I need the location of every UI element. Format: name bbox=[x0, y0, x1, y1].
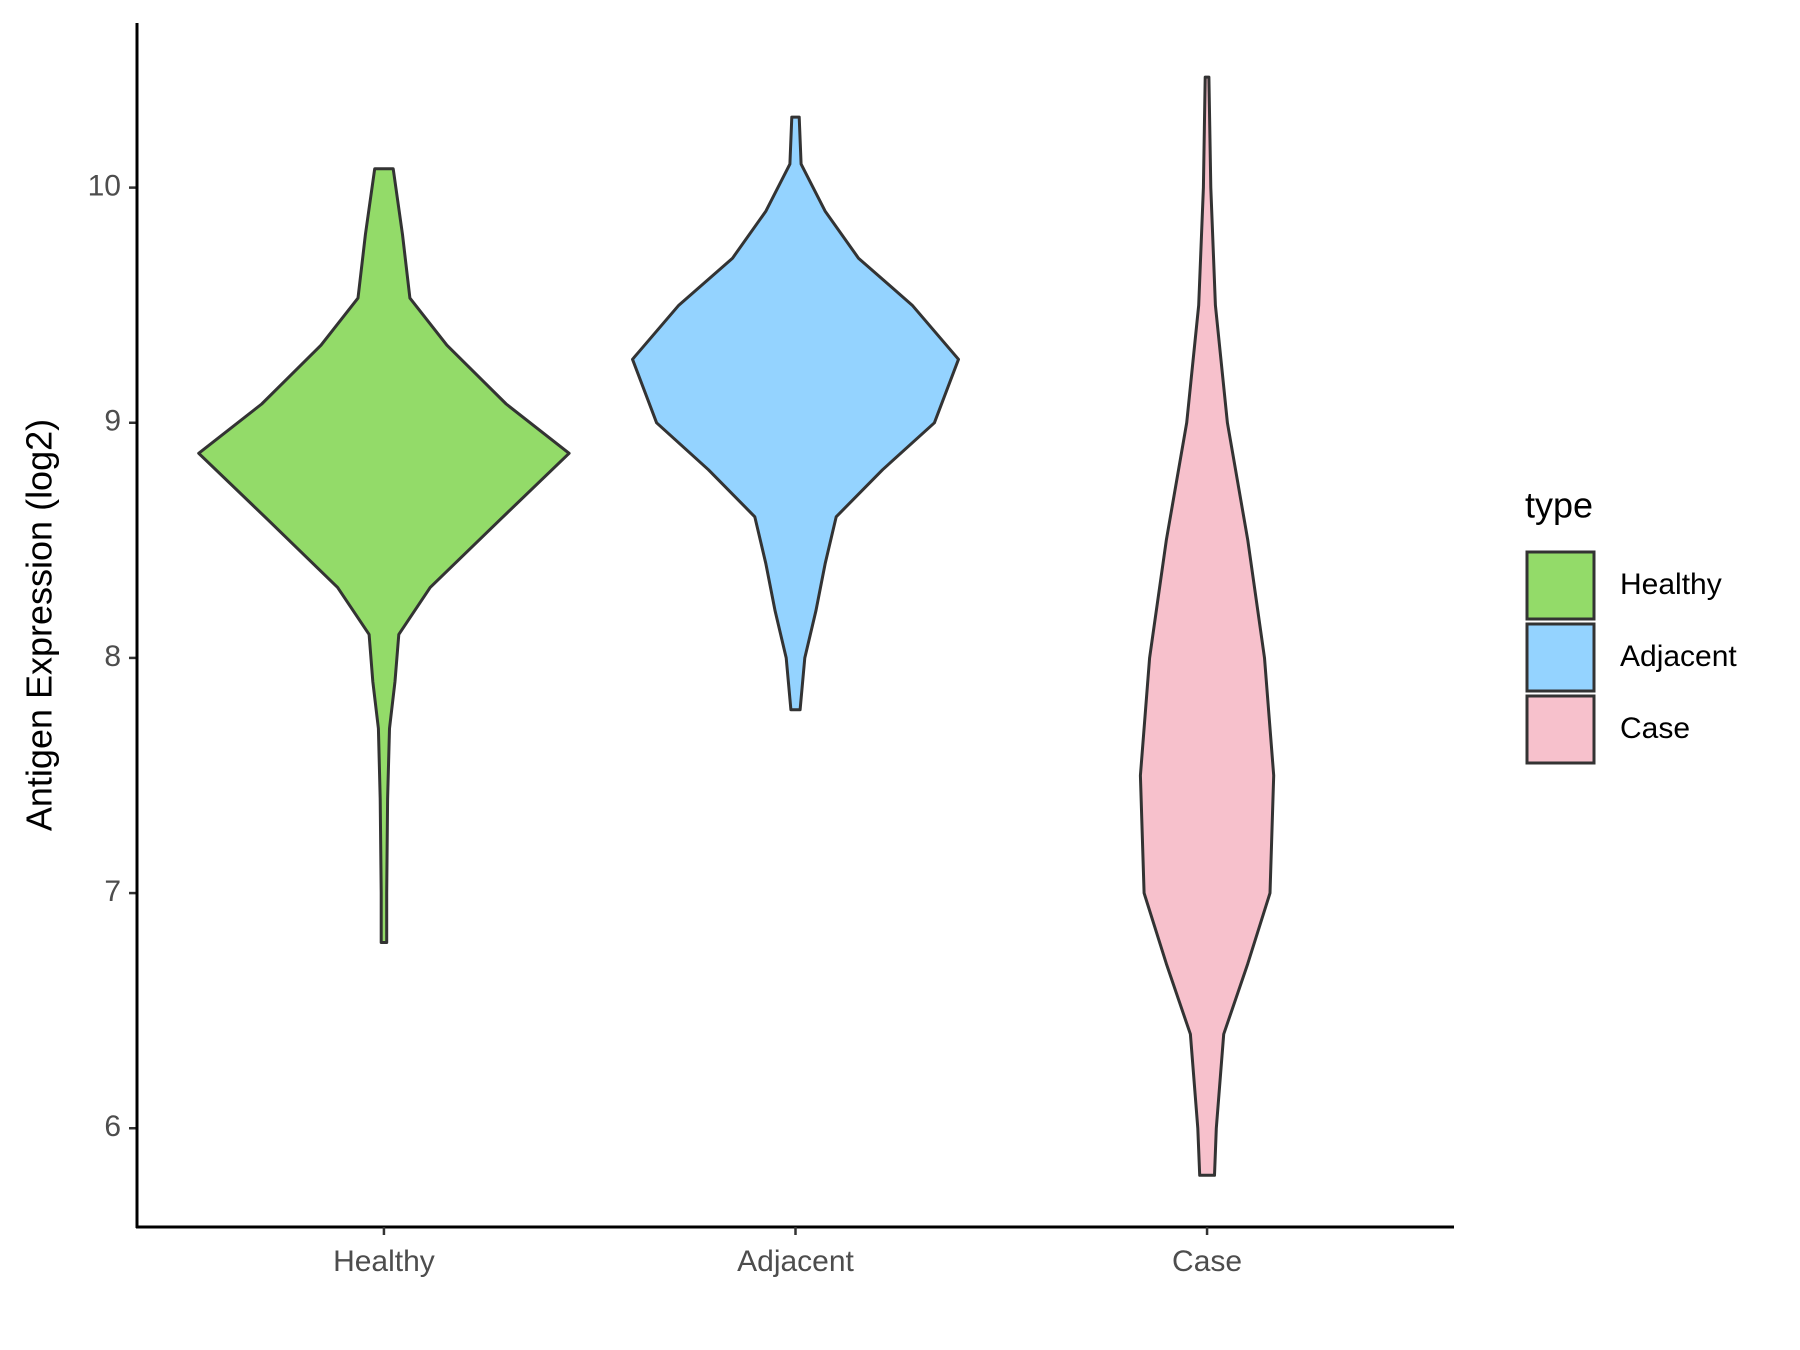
y-tick-label: 9 bbox=[104, 405, 121, 438]
legend-title: type bbox=[1525, 485, 1593, 526]
x-tick-label: Case bbox=[1172, 1245, 1242, 1278]
legend-key bbox=[1525, 622, 1596, 693]
legend-label: Adjacent bbox=[1620, 640, 1737, 673]
legend-label: Case bbox=[1620, 712, 1690, 745]
legend-key bbox=[1525, 694, 1596, 765]
legend-key bbox=[1525, 550, 1596, 621]
y-tick-label: 7 bbox=[104, 875, 121, 908]
violin bbox=[631, 115, 960, 712]
violin bbox=[197, 167, 571, 944]
x-tick-label: Healthy bbox=[333, 1245, 435, 1278]
y-axis-title: Antigen Expression (log2) bbox=[19, 419, 60, 831]
y-tick-label: 10 bbox=[88, 170, 121, 203]
y-tick-label: 8 bbox=[104, 640, 121, 673]
x-tick-label: Adjacent bbox=[737, 1245, 854, 1278]
violin bbox=[1138, 75, 1276, 1177]
y-tick-label: 6 bbox=[104, 1110, 121, 1143]
legend-label: Healthy bbox=[1620, 568, 1722, 601]
